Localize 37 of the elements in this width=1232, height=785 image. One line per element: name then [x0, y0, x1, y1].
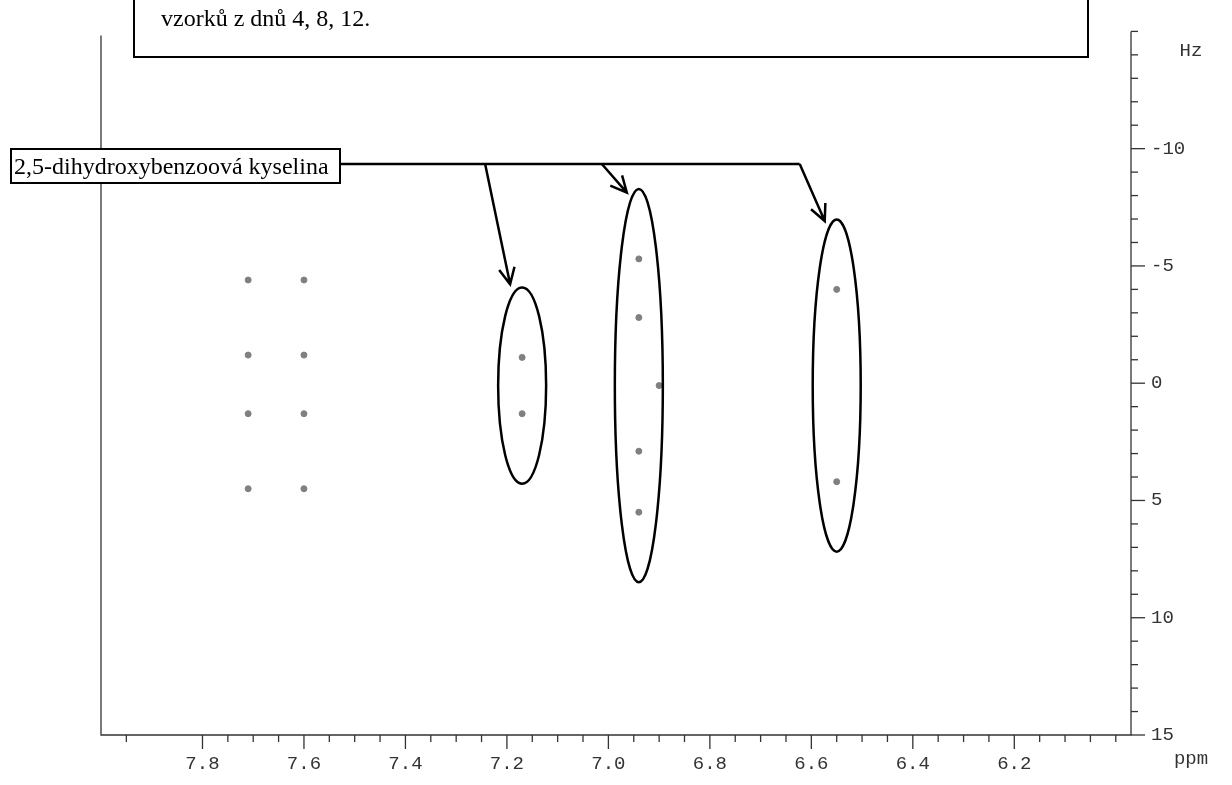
x-tick-label: 7.6: [286, 753, 322, 776]
x-tick-label: 7.0: [591, 753, 626, 776]
point: [300, 485, 308, 493]
y-axis-title: Hz: [1179, 40, 1203, 63]
point: [300, 410, 308, 418]
x-tick-label: 7.4: [388, 753, 423, 776]
point: [833, 478, 841, 486]
point: [635, 508, 643, 516]
point: [518, 353, 526, 361]
point: [244, 485, 252, 493]
point: [635, 447, 643, 455]
x-tick-label: 7.8: [185, 753, 220, 776]
point: [518, 410, 526, 418]
x-tick-label: 6.6: [794, 753, 829, 776]
x-tick-label: 7.2: [489, 753, 525, 776]
point: [655, 382, 663, 390]
y-tick-label: -10: [1151, 137, 1186, 160]
point: [300, 351, 308, 359]
x-tick-label: 6.2: [997, 753, 1032, 776]
x-axis-title: ppm: [1173, 747, 1209, 770]
x-tick-label: 6.8: [692, 753, 727, 776]
point: [635, 314, 643, 322]
text-box: vzorků z dnů 4, 8, 12.: [133, 0, 1089, 58]
y-tick-label: 5: [1151, 489, 1163, 512]
annotation: 2,5-dihydroxybenzoová kyselina: [14, 153, 329, 179]
point: [833, 285, 841, 293]
point: [244, 351, 252, 359]
y-tick-label: -5: [1151, 254, 1174, 277]
point: [300, 276, 308, 284]
point: [244, 410, 252, 418]
point: [635, 255, 643, 263]
point: [244, 276, 252, 284]
y-tick-label: 0: [1151, 372, 1163, 395]
text-box: 2,5-dihydroxybenzoová kyselina: [10, 148, 341, 184]
x-tick-label: 6.4: [895, 753, 930, 776]
y-tick-label: 15: [1151, 724, 1174, 747]
y-tick-label: 10: [1151, 606, 1174, 629]
